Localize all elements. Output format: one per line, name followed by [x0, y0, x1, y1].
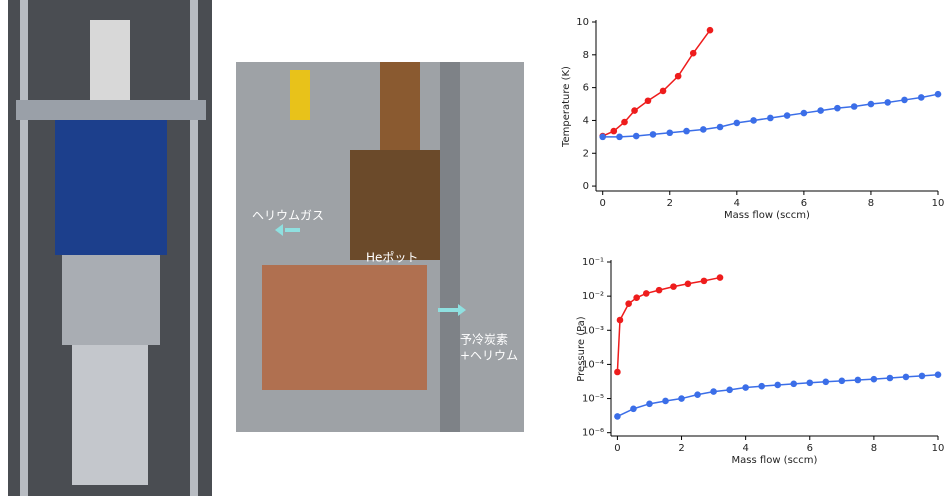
data-point [716, 123, 724, 131]
data-point [934, 371, 942, 378]
x-tick-label: 4 [734, 198, 740, 209]
data-point [616, 316, 624, 324]
y-tick-label: 10⁻¹ [582, 257, 604, 268]
x-tick-label: 10 [932, 198, 944, 209]
data-point [699, 126, 707, 133]
x-tick-label: 0 [614, 443, 620, 454]
data-point [649, 131, 657, 138]
data-point [689, 49, 697, 57]
data-point [684, 280, 692, 288]
series-line [602, 29, 711, 137]
data-point [610, 127, 618, 135]
y-axis-label: Temperature (K) [561, 66, 572, 148]
data-point [666, 129, 674, 137]
y-tick-label: 10⁻⁴ [582, 359, 604, 370]
data-point [767, 114, 774, 122]
data-point [678, 395, 685, 402]
data-point [662, 397, 669, 405]
y-tick-label: 10⁻³ [582, 325, 604, 336]
data-point [774, 381, 782, 389]
data-point [806, 379, 814, 387]
data-point [901, 96, 908, 104]
data-point [917, 94, 925, 101]
photo-label: ヘリウムガス [252, 209, 324, 223]
y-tick-label: 10⁻⁶ [582, 428, 604, 439]
data-point [838, 377, 846, 385]
data-point [934, 90, 942, 98]
data-point [886, 374, 894, 382]
data-point [616, 133, 623, 141]
data-point [670, 283, 677, 290]
y-tick-label: 8 [583, 50, 589, 61]
data-point [870, 375, 878, 383]
y-axis-label: Pressure (Pa) [576, 316, 587, 381]
data-point [716, 274, 724, 281]
data-point [631, 107, 638, 114]
data-point [599, 133, 607, 141]
y-tick-label: 10 [576, 17, 589, 28]
y-tick-label: 10⁻² [582, 291, 604, 302]
data-point [790, 380, 798, 388]
data-point [655, 286, 663, 294]
data-point [614, 368, 621, 376]
series-line [616, 276, 721, 373]
y-tick-label: 2 [583, 148, 589, 159]
y-tick-label: 0 [583, 181, 589, 192]
x-tick-label: 2 [667, 198, 673, 209]
data-point [817, 107, 824, 114]
data-point [646, 400, 653, 408]
data-point [683, 127, 690, 135]
data-point [867, 100, 875, 108]
data-point [884, 99, 892, 106]
x-axis-label: Mass flow (sccm) [724, 210, 810, 221]
y-tick-label: 4 [583, 115, 589, 126]
data-point [642, 290, 650, 297]
data-point [850, 103, 858, 110]
photo-label: +ヘリウム [460, 349, 518, 363]
data-point [625, 300, 632, 308]
data-point [750, 117, 757, 124]
data-point [659, 87, 667, 95]
x-tick-label: 0 [600, 198, 606, 209]
photo-label: Heポット [366, 251, 418, 265]
x-tick-label: 4 [742, 443, 748, 454]
data-point [918, 372, 926, 380]
data-point [710, 388, 717, 395]
data-point [742, 384, 749, 391]
data-point [783, 112, 791, 119]
data-point [630, 405, 637, 413]
data-point [632, 132, 640, 140]
x-tick-label: 8 [868, 198, 874, 209]
cryostat-photo [8, 0, 212, 496]
data-point [644, 97, 652, 105]
data-point [694, 391, 701, 398]
photo-label: 予冷炭素 [460, 333, 508, 347]
data-point [822, 378, 830, 386]
x-axis-label: Mass flow (sccm) [732, 455, 818, 466]
data-point [614, 413, 621, 420]
data-point [633, 294, 640, 302]
data-point [733, 119, 741, 127]
data-point [700, 277, 708, 285]
data-point [834, 104, 841, 112]
data-point [706, 26, 714, 34]
y-tick-label: 10⁻⁵ [582, 394, 604, 405]
x-tick-label: 10 [932, 443, 944, 454]
x-tick-label: 8 [871, 443, 877, 454]
apparatus-photo: ヘリウムガス Heポット 予冷炭素 +ヘリウム [236, 62, 524, 432]
data-point [758, 382, 765, 390]
data-point [621, 118, 628, 126]
data-point [726, 386, 733, 394]
data-point [800, 109, 808, 117]
data-point [854, 376, 862, 384]
x-tick-label: 6 [807, 443, 813, 454]
x-tick-label: 2 [678, 443, 684, 454]
x-tick-label: 6 [801, 198, 807, 209]
y-tick-label: 6 [583, 83, 589, 94]
data-point [902, 373, 910, 381]
data-point [674, 72, 682, 80]
